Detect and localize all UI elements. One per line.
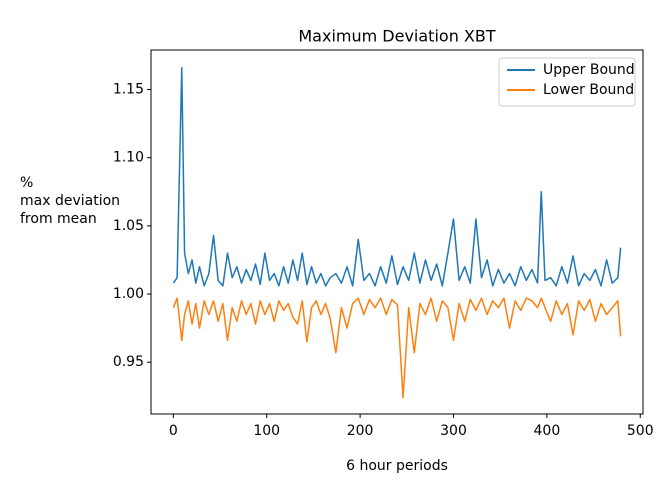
x-tick-label: 0 (169, 423, 178, 439)
x-tick-label: 100 (253, 423, 280, 439)
x-tick-label: 300 (440, 423, 467, 439)
y-tick-label: 0.95 (113, 354, 144, 370)
plot-frame (150, 49, 644, 415)
series-line (172, 297, 622, 399)
y-tick-label: 1.05 (113, 218, 144, 234)
x-tick-label: 400 (534, 423, 561, 439)
series-line (172, 66, 622, 287)
y-axis-label: from mean (20, 211, 97, 227)
y-tick-label: 1.15 (113, 82, 144, 98)
legend-label: Upper Bound (543, 62, 635, 78)
legend-label: Lower Bound (543, 82, 634, 98)
y-tick-label: 1.00 (113, 286, 144, 302)
y-tick-label: 1.10 (113, 150, 144, 166)
y-axis-label: max deviation (20, 193, 120, 209)
y-axis-label: % (20, 175, 33, 191)
x-tick-label: 500 (627, 423, 654, 439)
x-tick-label: 200 (347, 423, 374, 439)
x-axis-label: 6 hour periods (346, 458, 448, 474)
chart-title: Maximum Deviation XBT (298, 27, 495, 46)
